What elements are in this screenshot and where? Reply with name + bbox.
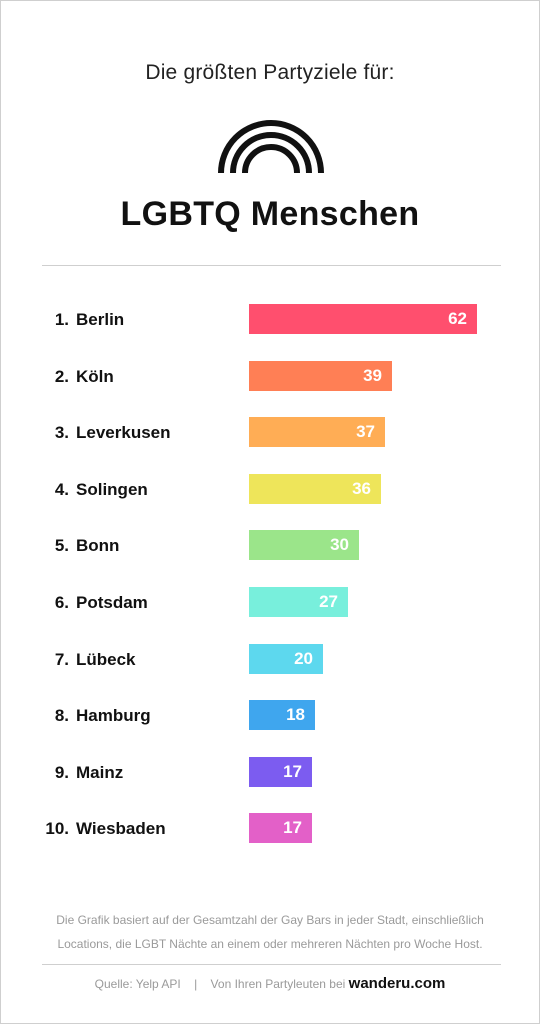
city-label-mainz: Mainz [76,763,124,782]
credits-separator: | [194,977,198,991]
bar-value-label: 20 [294,649,313,668]
rank-label: 1. [54,310,69,329]
bar-bonn: 30 [249,530,359,560]
rank-label: 2. [54,367,69,386]
bar-leverkusen: 37 [249,417,385,447]
chart-title: LGBTQ Menschen [120,195,420,233]
bar-hamburg: 18 [249,700,315,730]
city-label-leverkusen: Leverkusen [76,423,171,442]
bar-l-beck: 20 [249,644,323,674]
footnote-line-2: Locations, die LGBT Nächte an einem oder… [57,937,483,951]
bar-value-label: 30 [330,535,349,554]
footnote-line-1: Die Grafik basiert auf der Gesamtzahl de… [56,913,484,927]
bar-berlin: 62 [249,304,477,334]
bar-solingen: 36 [249,474,381,504]
rank-label: 8. [54,706,69,725]
rank-label: 6. [54,593,69,612]
rank-label: 5. [54,536,69,555]
top-divider [42,265,501,266]
rank-label: 7. [54,650,69,669]
brand-link[interactable]: wanderu.com [348,975,446,992]
bar-value-label: 18 [286,705,305,724]
bar-value-label: 62 [448,309,467,328]
subtitle: Die größten Partyziele für: [145,61,395,84]
bar-value-label: 39 [363,366,382,385]
rank-label: 9. [54,763,69,782]
source-text: Quelle: Yelp API [94,977,181,991]
rank-label: 3. [54,423,69,442]
bar-value-label: 17 [283,762,302,781]
city-label-l-beck: Lübeck [76,650,136,669]
city-label-potsdam: Potsdam [76,593,148,612]
bar-potsdam: 27 [249,587,348,617]
city-label-solingen: Solingen [76,480,148,499]
rank-label: 4. [54,480,69,499]
bar-value-label: 27 [319,592,338,611]
city-label-wiesbaden: Wiesbaden [76,819,166,838]
city-label-hamburg: Hamburg [76,706,151,725]
city-label-k-ln: Köln [76,367,114,386]
bar-mainz: 17 [249,757,312,787]
bar-wiesbaden: 17 [249,813,312,843]
footnote: Die Grafik basiert auf der Gesamtzahl de… [21,908,519,956]
bar-k-ln: 39 [249,361,392,391]
rank-label: 10. [45,819,69,838]
bar-value-label: 36 [352,479,371,498]
credit-prefix: Von Ihren Partyleuten bei [210,977,346,991]
bar-value-label: 17 [283,818,302,837]
city-label-berlin: Berlin [76,310,125,329]
rainbow-arcs-icon [218,120,324,174]
credits: Quelle: Yelp API | Von Ihren Partyleuten… [1,975,539,992]
city-label-bonn: Bonn [76,536,120,555]
bar-value-label: 37 [356,422,375,441]
bottom-divider [42,964,501,965]
